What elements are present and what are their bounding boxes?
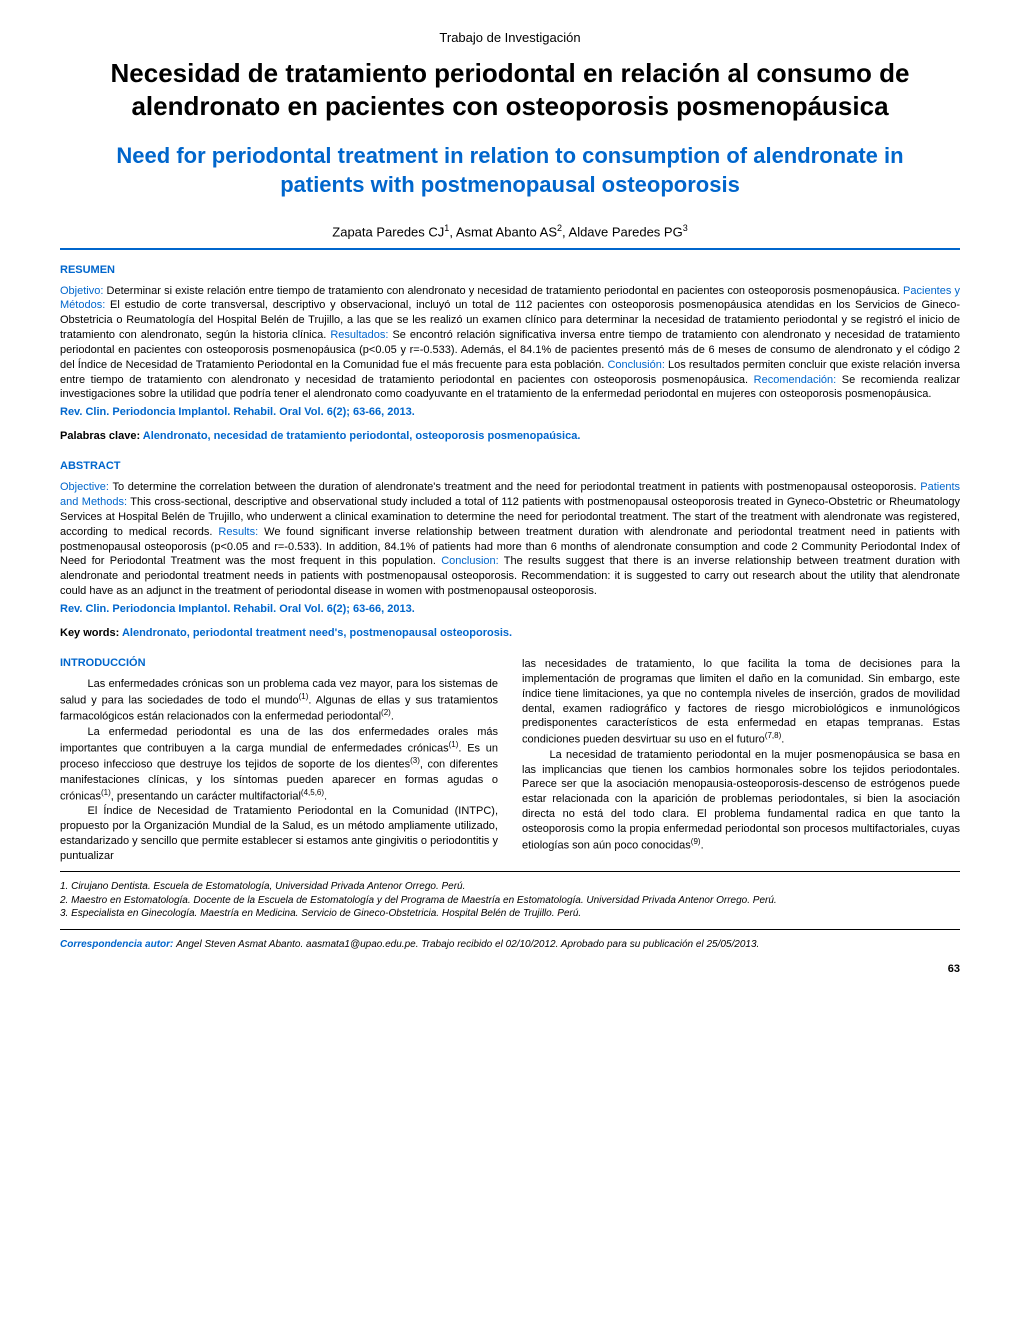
footer-rule-mid bbox=[60, 929, 960, 930]
divider-rule bbox=[60, 248, 960, 250]
intro-p4: las necesidades de tratamiento, lo que f… bbox=[522, 657, 960, 748]
recomendacion-label: Recomendación: bbox=[754, 374, 837, 386]
title-english: Need for periodontal treatment in relati… bbox=[60, 142, 960, 199]
intro-p5: La necesidad de tratamiento periodontal … bbox=[522, 748, 960, 854]
keywords-label: Key words: bbox=[60, 627, 122, 639]
abs-conclusion-label: Conclusion: bbox=[441, 555, 498, 567]
resumen-heading: RESUMEN bbox=[60, 264, 960, 276]
intro-p2: La enfermedad periodontal es una de las … bbox=[60, 725, 498, 804]
palabras-label: Palabras clave: bbox=[60, 430, 143, 442]
footer-rule-top bbox=[60, 871, 960, 872]
authors-line: Zapata Paredes CJ1, Asmat Abanto AS2, Al… bbox=[60, 223, 960, 239]
abstract-citation: Rev. Clin. Periodoncia Implantol. Rehabi… bbox=[60, 603, 960, 615]
column-left: INTRODUCCIÓN Las enfermedades crónicas s… bbox=[60, 657, 498, 863]
palabras-clave-line: Palabras clave: Alendronato, necesidad d… bbox=[60, 430, 960, 442]
objective-text: To determine the correlation between the… bbox=[109, 481, 920, 493]
palabras-keywords: Alendronato, necesidad de tratamiento pe… bbox=[143, 430, 581, 442]
correspondence-text: Angel Steven Asmat Abanto. aasmata1@upao… bbox=[176, 939, 759, 950]
resultados-label: Resultados: bbox=[330, 329, 388, 341]
page-number: 63 bbox=[60, 963, 960, 975]
affiliation-3: 3. Especialista en Ginecología. Maestría… bbox=[60, 907, 960, 921]
document-type: Trabajo de Investigación bbox=[60, 30, 960, 45]
affiliation-1: 1. Cirujano Dentista. Escuela de Estomat… bbox=[60, 880, 960, 894]
correspondence-line: Correspondencia autor: Angel Steven Asma… bbox=[60, 938, 960, 952]
intro-p1: Las enfermedades crónicas son un problem… bbox=[60, 677, 498, 725]
intro-columns: INTRODUCCIÓN Las enfermedades crónicas s… bbox=[60, 657, 960, 863]
objetivo-text: Determinar si existe relación entre tiem… bbox=[103, 285, 903, 297]
objective-label: Objective: bbox=[60, 481, 109, 493]
resumen-body: Objetivo: Determinar si existe relación … bbox=[60, 284, 960, 403]
resumen-citation: Rev. Clin. Periodoncia Implantol. Rehabi… bbox=[60, 406, 960, 418]
title-spanish: Necesidad de tratamiento periodontal en … bbox=[60, 57, 960, 122]
affiliation-2: 2. Maestro en Estomatología. Docente de … bbox=[60, 894, 960, 908]
keywords-line: Key words: Alendronato, periodontal trea… bbox=[60, 627, 960, 639]
correspondence-label: Correspondencia autor: bbox=[60, 939, 176, 950]
affiliations-block: 1. Cirujano Dentista. Escuela de Estomat… bbox=[60, 880, 960, 921]
results-label: Results: bbox=[218, 526, 258, 538]
intro-p3: El Índice de Necesidad de Tratamiento Pe… bbox=[60, 804, 498, 863]
keywords-text: Alendronato, periodontal treatment need'… bbox=[122, 627, 512, 639]
introduccion-heading: INTRODUCCIÓN bbox=[60, 657, 498, 669]
abstract-body: Objective: To determine the correlation … bbox=[60, 480, 960, 599]
objetivo-label: Objetivo: bbox=[60, 285, 103, 297]
column-right: las necesidades de tratamiento, lo que f… bbox=[522, 657, 960, 863]
abstract-heading: ABSTRACT bbox=[60, 460, 960, 472]
conclusion-label: Conclusión: bbox=[607, 359, 664, 371]
